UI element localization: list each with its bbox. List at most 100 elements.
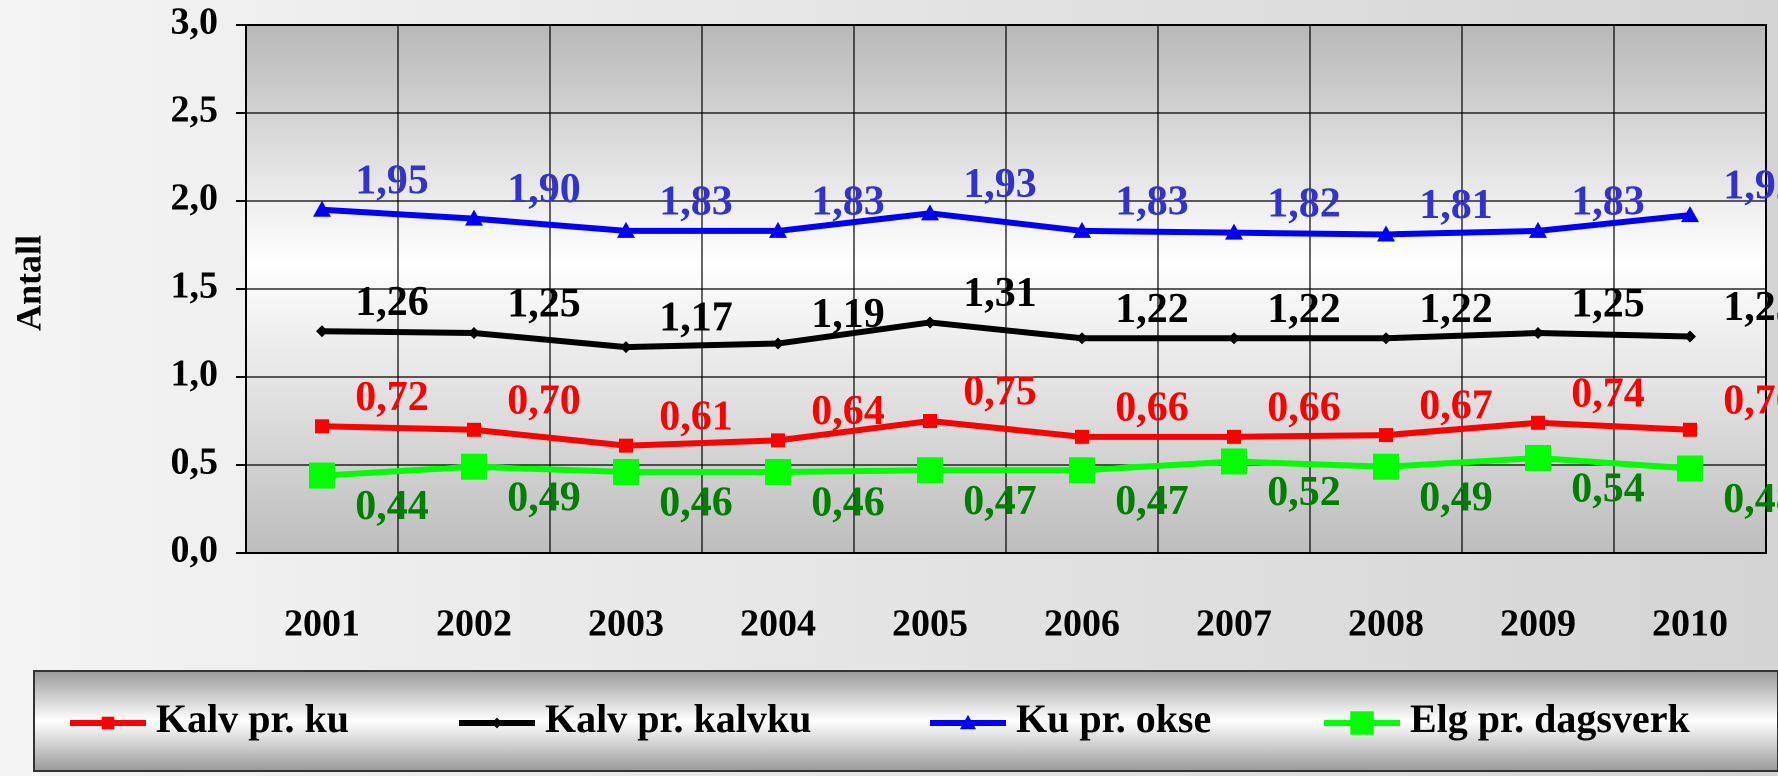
data-label: 0,74 [1571, 370, 1645, 416]
data-label: 0,72 [355, 374, 429, 420]
data-label: 0,75 [963, 369, 1037, 415]
marker [617, 221, 635, 238]
data-label: 0,70 [1723, 377, 1778, 423]
data-label: 1,83 [811, 179, 885, 225]
data-label: 1,22 [1267, 286, 1341, 332]
data-label: 1,31 [963, 270, 1037, 316]
data-label: 0,46 [659, 480, 733, 526]
data-label: 0,47 [963, 478, 1037, 524]
x-tick-label: 2010 [1652, 603, 1728, 645]
marker [765, 459, 791, 486]
series-line [321, 206, 1691, 238]
data-label: 1,17 [659, 295, 733, 341]
y-tick-label: 1,5 [171, 265, 219, 307]
marker [1529, 221, 1547, 238]
marker [315, 419, 329, 434]
marker [461, 453, 487, 480]
data-label: 1,90 [507, 166, 581, 212]
marker [1379, 428, 1393, 443]
data-label: 0,70 [507, 377, 581, 423]
y-axis-label: Antall [8, 235, 48, 331]
data-label: 1,25 [1571, 281, 1645, 327]
marker [1377, 225, 1395, 242]
x-tick-label: 2006 [1044, 603, 1120, 645]
legend-label: Kalv pr. kalvku [545, 696, 811, 741]
data-label: 0,49 [507, 474, 581, 520]
data-label: 0,67 [1419, 383, 1493, 429]
marker [1350, 711, 1374, 735]
y-tick-label: 0,0 [171, 529, 219, 571]
data-label: 0,61 [659, 393, 733, 439]
series-line [321, 418, 1691, 449]
marker [1681, 206, 1699, 223]
series-line [321, 319, 1691, 351]
marker [620, 341, 632, 354]
data-label: 1,93 [963, 161, 1037, 207]
marker [1073, 221, 1091, 238]
marker [101, 716, 115, 730]
data-label: 0,64 [811, 388, 885, 434]
data-label: 0,52 [1267, 469, 1341, 515]
marker [465, 209, 483, 226]
x-tick-label: 2007 [1196, 603, 1272, 645]
marker [959, 714, 977, 730]
marker [1525, 444, 1551, 471]
data-label: 0,66 [1115, 384, 1189, 430]
data-label: 0,54 [1571, 466, 1645, 512]
marker [1228, 332, 1240, 345]
marker [1227, 429, 1241, 444]
x-tick-label: 2004 [740, 603, 816, 645]
y-tick-label: 1,0 [171, 353, 219, 395]
marker [1684, 330, 1696, 343]
marker [467, 422, 481, 437]
data-label: 1,95 [355, 157, 429, 203]
x-tick-label: 2009 [1500, 603, 1576, 645]
marker [917, 457, 943, 484]
x-tick-label: 2008 [1348, 603, 1424, 645]
marker [1677, 455, 1703, 482]
y-tick-label: 2,5 [171, 89, 219, 131]
y-tick-label: 2,0 [171, 177, 219, 219]
marker [309, 462, 335, 489]
marker [316, 325, 328, 338]
marker [1683, 422, 1697, 437]
marker [771, 433, 785, 448]
x-tick-label: 2005 [892, 603, 968, 645]
data-label: 1,22 [1419, 286, 1493, 332]
legend-box [33, 670, 1778, 772]
data-label: 0,48 [1723, 476, 1778, 522]
marker [769, 221, 787, 238]
data-label: 1,22 [1115, 286, 1189, 332]
marker [921, 204, 939, 221]
y-tick-label: 3,0 [171, 1, 219, 43]
marker [1531, 415, 1545, 430]
x-tick-label: 2001 [284, 603, 360, 645]
marker [1075, 429, 1089, 444]
marker [468, 327, 480, 339]
data-label: 1,19 [811, 291, 885, 337]
data-label: 1,23 [1723, 284, 1778, 330]
data-label: 0,46 [811, 480, 885, 526]
data-label: 1,83 [1571, 179, 1645, 225]
marker [1076, 332, 1088, 345]
marker [313, 200, 331, 217]
data-label: 1,83 [1115, 179, 1189, 225]
y-tick-label: 0,5 [171, 441, 219, 483]
data-label: 1,82 [1267, 180, 1341, 226]
legend-label: Elg pr. dagsverk [1410, 696, 1690, 741]
marker [613, 459, 639, 486]
data-label: 1,83 [659, 179, 733, 225]
marker [491, 717, 503, 729]
data-label: 0,49 [1419, 474, 1493, 520]
marker [1373, 453, 1399, 480]
data-label: 1,81 [1419, 182, 1493, 228]
data-label: 0,66 [1267, 384, 1341, 430]
data-label: 1,26 [355, 279, 429, 325]
marker [924, 316, 936, 329]
marker [1380, 332, 1392, 345]
legend-label: Ku pr. okse [1016, 696, 1211, 741]
marker [619, 438, 633, 453]
marker [1532, 327, 1544, 339]
marker [1069, 457, 1095, 484]
